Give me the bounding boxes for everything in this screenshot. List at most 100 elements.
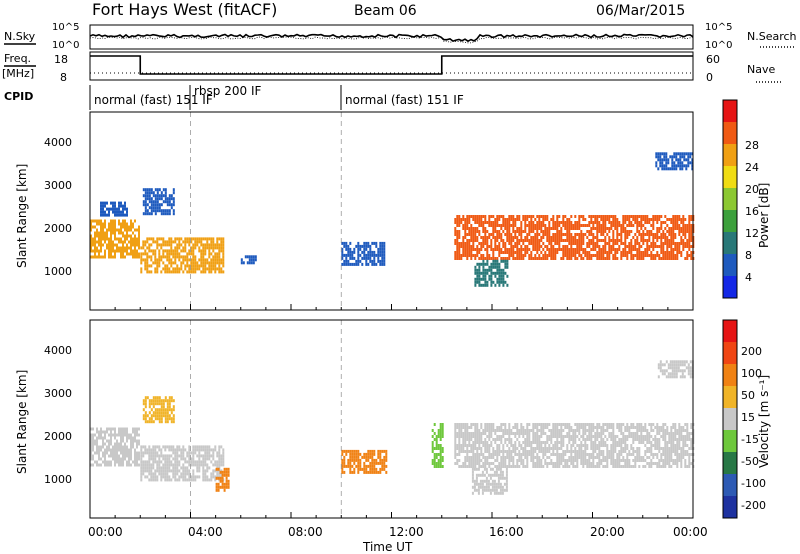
velocity-cell	[198, 460, 201, 464]
power-cell	[562, 251, 565, 254]
velocity-cell	[482, 462, 485, 465]
power-cell	[688, 242, 691, 245]
power-cell	[568, 254, 571, 257]
velocity-cell	[152, 399, 155, 403]
power-cell	[146, 203, 149, 207]
velocity-cell	[142, 472, 145, 476]
power-cell	[152, 194, 155, 198]
velocity-cell	[592, 426, 595, 429]
power-cell	[670, 233, 673, 236]
power-cell	[108, 252, 110, 256]
power-cell	[506, 251, 509, 254]
power-cell	[108, 210, 110, 214]
velocity-cell	[454, 435, 457, 438]
velocity-cell	[202, 466, 205, 470]
power-cell	[508, 230, 511, 233]
power-cell	[104, 249, 106, 253]
velocity-cell	[94, 439, 96, 443]
power-cell	[98, 252, 100, 256]
velocity-cell	[160, 475, 163, 479]
power-cell	[124, 255, 126, 259]
power-cell	[656, 227, 659, 230]
power-cell	[502, 277, 505, 281]
power-cell	[648, 221, 651, 224]
power-cell	[98, 222, 100, 226]
velocity-cell	[501, 476, 504, 480]
power-cell	[361, 262, 364, 266]
power-cell	[140, 261, 143, 265]
power-cell	[216, 252, 219, 256]
velocity-cell	[347, 464, 350, 468]
velocity-cell	[128, 463, 130, 467]
power-cell	[110, 231, 112, 235]
power-cell	[678, 245, 681, 248]
velocity-cell	[546, 423, 549, 426]
velocity-cell	[546, 450, 549, 453]
power-cell	[612, 242, 615, 245]
power-cell	[148, 212, 151, 216]
velocity-cell	[158, 402, 161, 406]
velocity-cell	[526, 453, 529, 456]
velocity-cell	[439, 450, 442, 453]
power-cell	[345, 244, 348, 248]
velocity-cell	[124, 442, 126, 446]
power-cell	[496, 280, 499, 284]
power-cell	[648, 248, 651, 251]
velocity-cell	[431, 429, 434, 432]
power-cell	[114, 231, 116, 235]
velocity-cell	[118, 454, 120, 458]
velocity-cell	[640, 432, 643, 435]
power-cell	[572, 248, 575, 251]
velocity-cell	[498, 444, 501, 447]
velocity-cell	[538, 459, 541, 462]
power-cell	[172, 191, 175, 195]
power-cell	[588, 242, 591, 245]
velocity-cell	[594, 426, 597, 429]
velocity-cell	[480, 447, 483, 450]
power-cell	[520, 224, 523, 227]
velocity-cell	[596, 432, 599, 435]
velocity-cell	[667, 372, 670, 376]
power-cell	[94, 252, 96, 256]
velocity-cell	[94, 451, 96, 455]
power-cell	[472, 215, 475, 218]
velocity-cell	[383, 461, 386, 465]
velocity-cell	[602, 453, 605, 456]
power-cell	[470, 245, 473, 248]
velocity-cell	[468, 441, 471, 444]
power-cell	[482, 262, 485, 266]
power-cell	[170, 243, 173, 247]
velocity-cell	[592, 462, 595, 465]
power-cell	[638, 230, 641, 233]
velocity-cell	[499, 467, 502, 471]
velocity-cell	[351, 452, 354, 456]
velocity-cell	[510, 441, 513, 444]
power-cell	[624, 239, 627, 242]
velocity-cell	[130, 433, 132, 437]
power-cell	[168, 255, 171, 259]
power-cell	[480, 242, 483, 245]
power-cell	[174, 258, 177, 262]
power-cell	[488, 268, 491, 272]
power-cell	[464, 254, 467, 257]
power-cell	[196, 243, 199, 247]
velocity-cell	[608, 432, 611, 435]
velocity-cell	[152, 478, 155, 482]
velocity-cell	[164, 460, 167, 464]
velocity-cell	[186, 466, 189, 470]
velocity-cell	[657, 375, 660, 379]
power-cell	[486, 283, 489, 287]
power-cell	[644, 233, 647, 236]
velocity-cell	[472, 432, 475, 435]
velocity-cell	[215, 467, 218, 471]
power-cell	[596, 221, 599, 224]
power-cell	[106, 228, 108, 232]
velocity-cell	[630, 465, 633, 468]
power-cell	[100, 213, 102, 217]
power-cell	[478, 224, 481, 227]
power-cell	[663, 155, 666, 159]
power-cell	[512, 230, 515, 233]
velocity-cell	[584, 447, 587, 450]
power-cell	[657, 167, 660, 171]
velocity-cell	[132, 439, 134, 443]
